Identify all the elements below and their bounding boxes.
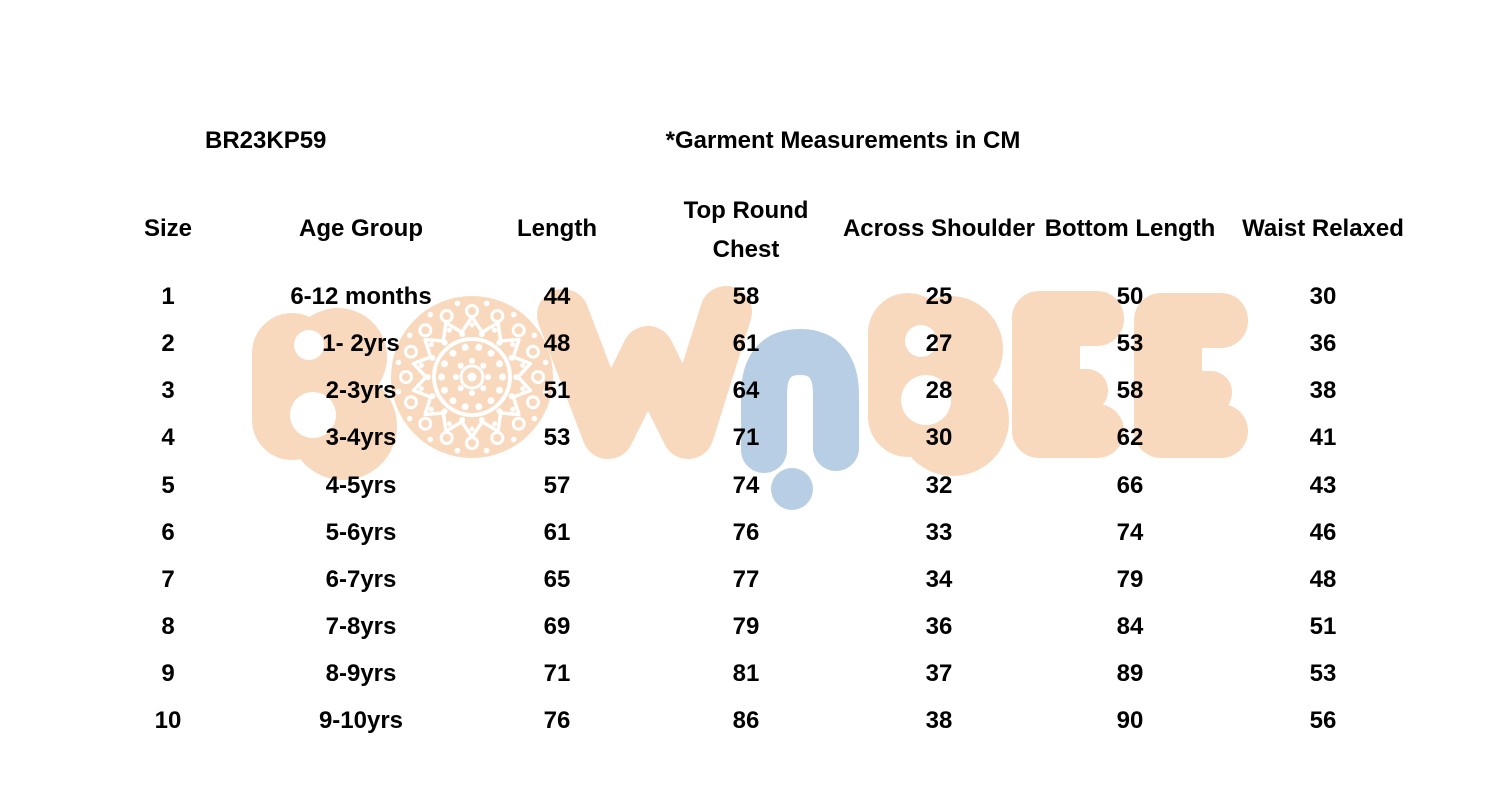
table-cell: 79 (1116, 566, 1144, 593)
measurements-note: *Garment Measurements in CM (665, 127, 1021, 154)
table-cell: 4-5yrs (325, 472, 397, 499)
col-header-across-shoulder: Across Shoulder (842, 215, 1036, 242)
table-cell: 41 (1309, 424, 1337, 451)
table-cell: 3-4yrs (325, 424, 397, 451)
table-cell: 61 (732, 330, 760, 357)
table-cell: 58 (732, 283, 760, 310)
table-cell: 53 (1116, 330, 1144, 357)
letter-b-1 (252, 308, 397, 480)
table-cell: 5 (161, 472, 175, 499)
table-cell: 9 (161, 660, 175, 687)
table-cell: 50 (1116, 283, 1144, 310)
table-cell: 74 (732, 472, 760, 499)
table-cell: 51 (1309, 613, 1337, 640)
table-cell: 8 (161, 613, 175, 640)
table-cell: 9-10yrs (318, 707, 404, 734)
table-cell: 4 (161, 424, 175, 451)
table-cell: 36 (925, 613, 953, 640)
col-header-size: Size (143, 215, 193, 242)
table-cell: 7-8yrs (325, 613, 397, 640)
table-cell: 76 (732, 519, 760, 546)
table-cell: 6-12 months (290, 283, 432, 310)
col-header-bottom-length: Bottom Length (1044, 215, 1216, 242)
table-cell: 86 (732, 707, 760, 734)
table-cell: 62 (1116, 424, 1144, 451)
table-cell: 89 (1116, 660, 1144, 687)
table-cell: 65 (543, 566, 571, 593)
col-header-age-group: Age Group (299, 215, 423, 242)
table-cell: 33 (925, 519, 953, 546)
table-cell: 53 (1309, 660, 1337, 687)
letter-n-blue (741, 328, 859, 510)
table-cell: 81 (732, 660, 760, 687)
table-cell: 5-6yrs (325, 519, 397, 546)
table-cell: 90 (1116, 707, 1144, 734)
table-cell: 10 (154, 707, 182, 734)
letter-b-2 (868, 293, 1009, 476)
table-cell: 38 (1309, 377, 1337, 404)
table-cell: 76 (543, 707, 571, 734)
table-cell: 64 (732, 377, 760, 404)
table-cell: 37 (925, 660, 953, 687)
table-cell: 1- 2yrs (322, 330, 400, 357)
table-cell: 53 (543, 424, 571, 451)
style-code: BR23KP59 (205, 127, 327, 154)
letter-o-with-mandala (391, 296, 553, 458)
table-cell: 28 (925, 377, 953, 404)
table-cell: 44 (543, 283, 571, 310)
table-cell: 25 (925, 283, 953, 310)
table-cell: 48 (543, 330, 571, 357)
table-cell: 84 (1116, 613, 1144, 640)
table-cell: 77 (732, 566, 760, 593)
table-cell: 69 (543, 613, 571, 640)
table-cell: 57 (543, 472, 571, 499)
table-cell: 51 (543, 377, 571, 404)
table-cell: 74 (1116, 519, 1144, 546)
table-cell: 6-7yrs (325, 566, 397, 593)
table-cell: 48 (1309, 566, 1337, 593)
table-cell: 38 (925, 707, 953, 734)
letter-e-1 (1012, 291, 1124, 458)
table-cell: 30 (925, 424, 953, 451)
table-cell: 56 (1309, 707, 1337, 734)
table-cell: 79 (732, 613, 760, 640)
table-cell: 8-9yrs (325, 660, 397, 687)
table-cell: 30 (1309, 283, 1337, 310)
col-header-length: Length (517, 215, 597, 242)
table-cell: 34 (925, 566, 953, 593)
table-cell: 71 (732, 424, 760, 451)
col-header-waist-relaxed: Waist Relaxed (1242, 215, 1404, 242)
letter-e-2 (1134, 293, 1248, 458)
table-cell: 7 (161, 566, 175, 593)
table-cell: 71 (543, 660, 571, 687)
mandala-pattern (395, 300, 549, 454)
table-cell: 36 (1309, 330, 1337, 357)
letter-w (537, 286, 752, 459)
col-header-top-round-chest: Top Round Chest (683, 197, 809, 263)
table-cell: 58 (1116, 377, 1144, 404)
table-cell: 66 (1116, 472, 1144, 499)
table-cell: 6 (161, 519, 175, 546)
table-cell: 1 (161, 283, 175, 310)
table-cell: 46 (1309, 519, 1337, 546)
table-cell: 2 (161, 330, 175, 357)
table-cell: 43 (1309, 472, 1337, 499)
table-cell: 61 (543, 519, 571, 546)
table-cell: 27 (925, 330, 953, 357)
table-cell: 32 (925, 472, 953, 499)
table-cell: 3 (161, 377, 175, 404)
table-cell: 2-3yrs (325, 377, 397, 404)
